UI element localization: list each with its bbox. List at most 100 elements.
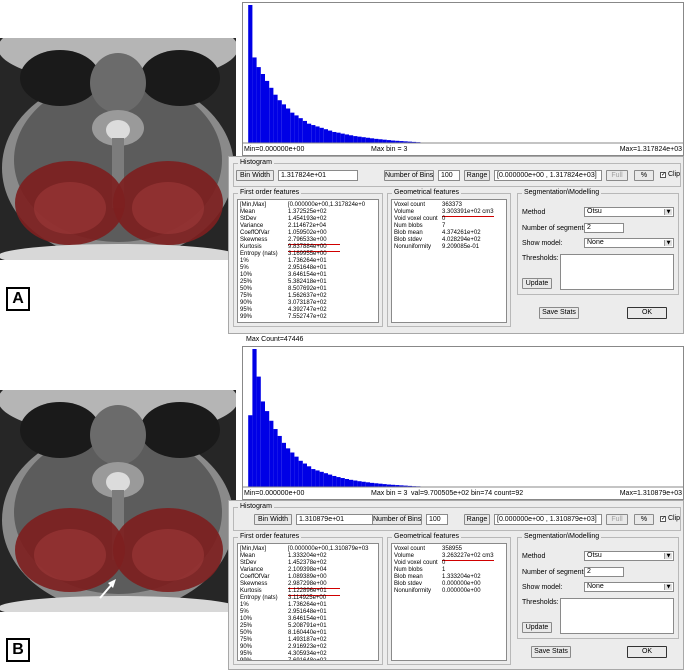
- method-label: Method: [522, 553, 546, 560]
- row-label: 1%: [240, 602, 249, 608]
- number-of-bins-field[interactable]: 100: [426, 514, 448, 525]
- histogram-bar: [265, 80, 270, 143]
- histogram-bar: [336, 477, 341, 487]
- row-label: Num blobs: [394, 223, 423, 229]
- row-value: 2.951648e+01: [288, 609, 327, 615]
- thresholds-label: Thresholds:: [522, 255, 559, 262]
- histogram-bar: [332, 131, 337, 143]
- histogram-bar: [328, 474, 333, 487]
- histogram-bar: [265, 411, 270, 487]
- row-value: 0.000000e+00: [442, 581, 481, 587]
- histogram-bar: [357, 136, 362, 143]
- range-button[interactable]: Range: [464, 170, 490, 181]
- row-value: [0.000000e+00,1.317824e+0: [288, 202, 366, 208]
- row-label: 5%: [240, 265, 249, 271]
- histogram-bar: [365, 137, 370, 143]
- histogram-bar: [365, 482, 370, 487]
- ok-button[interactable]: OK: [627, 646, 667, 658]
- show-model-select[interactable]: None ▼: [584, 238, 674, 248]
- histogram-bar: [378, 483, 383, 487]
- row-value: 7: [442, 223, 446, 229]
- histogram-bar: [323, 473, 328, 487]
- histogram-bar: [256, 376, 261, 487]
- row-label: 10%: [240, 272, 253, 278]
- bin-width-field[interactable]: 1.317824e+01: [278, 170, 358, 181]
- row-value: 9.837884e+00: [288, 244, 327, 250]
- row-label: 75%: [240, 293, 253, 299]
- geometry-group: Geometrical features Voxel count 358955 Vo…: [387, 533, 511, 665]
- update-button[interactable]: Update: [522, 278, 552, 289]
- histogram-bar: [286, 448, 291, 487]
- row-label: 50%: [240, 630, 253, 636]
- segments-field[interactable]: 2: [584, 567, 624, 577]
- histogram-bar: [374, 483, 379, 487]
- histogram-group-title: Histogram: [238, 159, 274, 166]
- segments-label: Number of segments: [522, 569, 587, 576]
- histogram-bar: [307, 123, 312, 143]
- histogram-bar: [395, 140, 400, 143]
- row-value: 0: [442, 560, 446, 566]
- histogram-bar: [399, 485, 404, 487]
- histogram-bar: [357, 481, 362, 487]
- row-label: CoeffOfVar: [240, 574, 270, 580]
- method-select[interactable]: Otsu ▼: [584, 207, 674, 217]
- ok-button[interactable]: OK: [627, 307, 667, 319]
- method-select[interactable]: Otsu ▼: [584, 551, 674, 561]
- chevron-down-icon: ▼: [664, 584, 672, 590]
- row-value: 1.333204e+02: [288, 553, 327, 559]
- panel-label-b: B: [6, 638, 30, 662]
- row-label: 25%: [240, 623, 253, 629]
- show-model-select[interactable]: None ▼: [584, 582, 674, 592]
- row-value: 3.303391e+02 cm3: [442, 209, 494, 215]
- show-model-label: Show model:: [522, 240, 563, 247]
- row-label: Voxel count: [394, 546, 426, 552]
- row-label: Nonuniformity: [394, 588, 432, 594]
- full-button[interactable]: Full: [606, 170, 628, 181]
- percent-button[interactable]: %: [634, 170, 654, 181]
- bin-width-button[interactable]: Bin Width: [254, 514, 292, 525]
- row-label: Volume: [394, 553, 415, 559]
- row-label: [Min,Max]: [240, 546, 267, 552]
- show-model-value: None: [587, 239, 604, 246]
- method-label: Method: [522, 209, 546, 216]
- first-order-table: [Min,Max] [0.000000e+00,1.317824e+0 Mean 1.…: [237, 199, 379, 323]
- row-value: 2.916923e+02: [288, 644, 327, 650]
- method-value: Otsu: [587, 552, 602, 559]
- clip-checkbox[interactable]: ✓: [660, 516, 667, 522]
- histogram-bar: [302, 120, 307, 143]
- row-label: Skewness: [240, 237, 268, 243]
- row-label: Kurtosis: [240, 588, 262, 594]
- row-value: [0.000000e+00,1.310879e+03: [288, 546, 369, 552]
- row-label: Void voxel count: [394, 216, 438, 222]
- clip-checkbox[interactable]: ✓: [660, 172, 667, 178]
- range-button[interactable]: Range: [464, 514, 490, 525]
- bin-width-field[interactable]: 1.310879e+01: [296, 514, 376, 525]
- number-of-bins-field[interactable]: 100: [438, 170, 460, 181]
- row-value: 7.552747e+02: [288, 314, 327, 320]
- range-field[interactable]: [0.000000e+00 , 1.310879e+03]: [494, 514, 602, 525]
- save-stats-button[interactable]: Save Stats: [531, 646, 571, 658]
- number-of-bins-button[interactable]: Number of Bins: [372, 514, 422, 525]
- thresholds-box[interactable]: [560, 598, 674, 634]
- save-stats-button[interactable]: Save Stats: [539, 307, 579, 319]
- histogram-bar: [286, 108, 291, 143]
- row-value: 2.109398e+04: [288, 567, 327, 573]
- histogram-bar: [256, 67, 261, 143]
- number-of-bins-button[interactable]: Number of Bins: [384, 170, 434, 181]
- row-label: Voxel count: [394, 202, 426, 208]
- first-order-title: First order features: [238, 189, 302, 196]
- thresholds-box[interactable]: [560, 254, 674, 290]
- geometry-title: Geometrical features: [392, 533, 461, 540]
- update-button[interactable]: Update: [522, 622, 552, 633]
- bin-width-button[interactable]: Bin Width: [236, 170, 274, 181]
- percent-button[interactable]: %: [634, 514, 654, 525]
- histogram-bar: [382, 139, 387, 143]
- histogram-bar: [277, 100, 282, 143]
- range-field[interactable]: [0.000000e+00 , 1.317824e+03]: [494, 170, 602, 181]
- histogram-bar: [281, 442, 286, 487]
- histogram-bar: [281, 104, 286, 143]
- histogram-bar: [412, 141, 417, 143]
- row-value: 1.562637e+02: [288, 293, 327, 299]
- segments-field[interactable]: 2: [584, 223, 624, 233]
- full-button[interactable]: Full: [606, 514, 628, 525]
